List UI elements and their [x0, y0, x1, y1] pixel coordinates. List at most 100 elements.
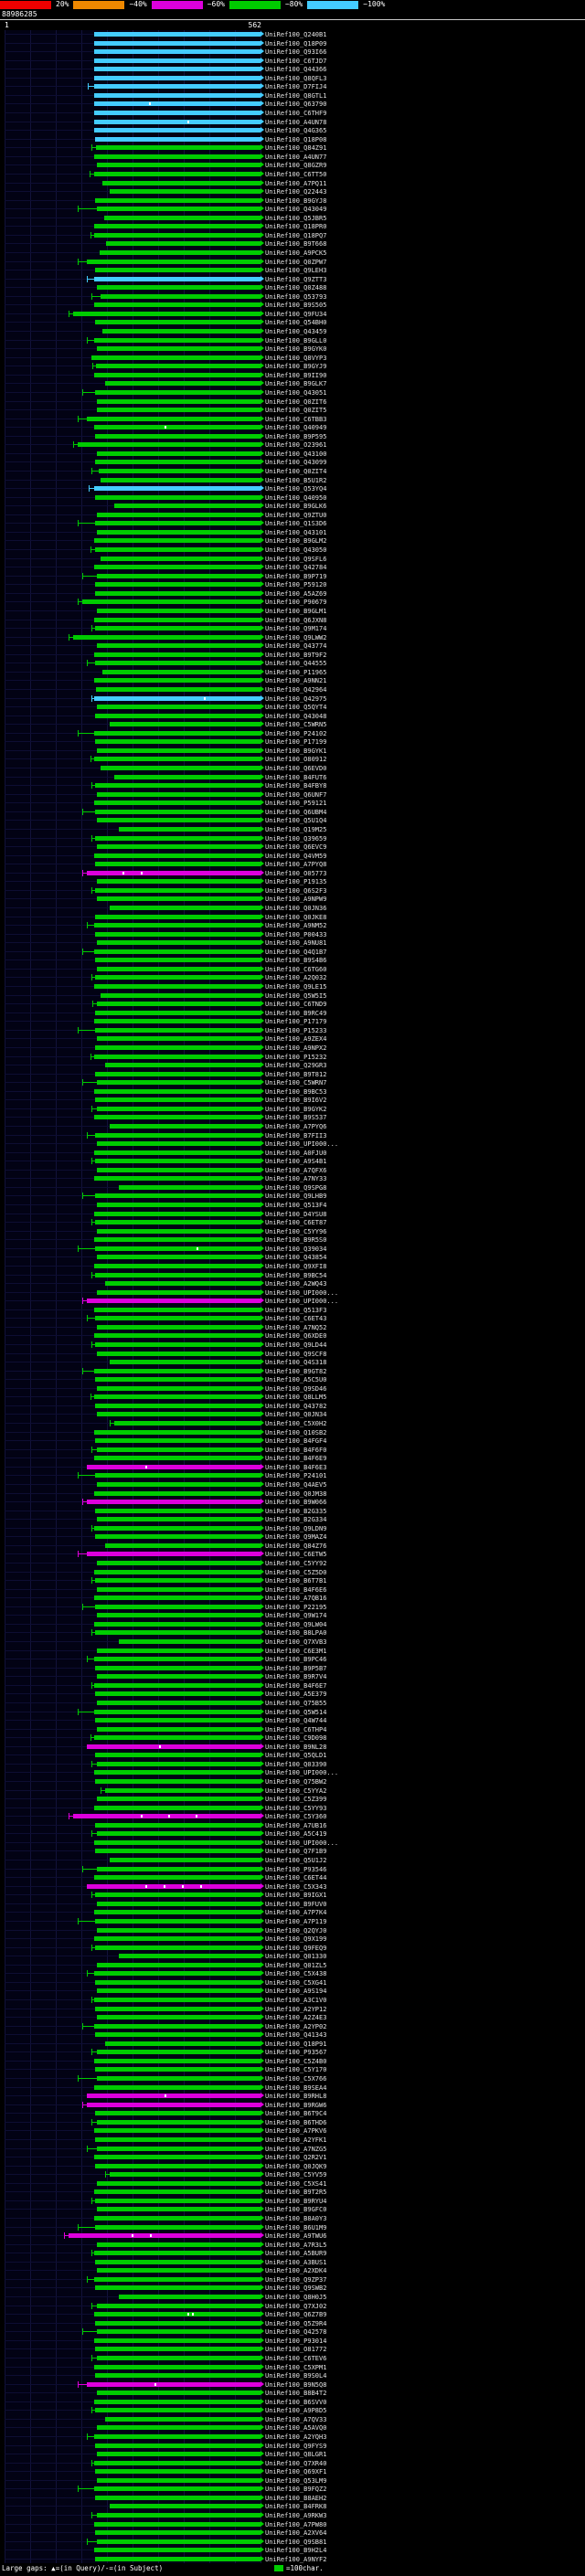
- hit-bar[interactable]: [103, 215, 261, 220]
- hit-label[interactable]: UniRef100_C6ET44: [265, 1874, 327, 1882]
- hit-label[interactable]: UniRef100_Q9LHB9: [265, 1193, 327, 1201]
- hit-bar[interactable]: [109, 722, 261, 727]
- hit-bar[interactable]: [96, 1141, 261, 1147]
- hit-label[interactable]: UniRef100_B4F6E7: [265, 1681, 327, 1690]
- hit-label[interactable]: UniRef100_Q513F3: [265, 1306, 327, 1314]
- hit-label[interactable]: UniRef100_B4F6E9: [265, 1455, 327, 1463]
- hit-bar[interactable]: [96, 643, 261, 649]
- hit-bar[interactable]: [94, 626, 261, 631]
- hit-label[interactable]: UniRef100_C6TND9: [265, 1001, 327, 1009]
- hit-bar[interactable]: [93, 757, 261, 762]
- hit-bar[interactable]: [96, 1586, 261, 1592]
- hit-label[interactable]: UniRef100_A5BUR9: [265, 2250, 327, 2258]
- hit-label[interactable]: UniRef100_Q9FEQ9: [265, 1944, 327, 1952]
- hit-label[interactable]: UniRef100_C6E3M1: [265, 1647, 327, 1655]
- hit-bar[interactable]: [94, 2163, 261, 2168]
- hit-label[interactable]: UniRef100_Q43459: [265, 328, 327, 336]
- hit-label[interactable]: UniRef100_B4FBY8: [265, 782, 327, 790]
- hit-label[interactable]: UniRef100_A9NPX2: [265, 1044, 327, 1052]
- hit-bar[interactable]: [95, 364, 261, 369]
- hit-label[interactable]: UniRef100_Q43051: [265, 388, 327, 397]
- hit-bar[interactable]: [93, 101, 261, 107]
- hit-label[interactable]: UniRef100_Q22443: [265, 188, 327, 196]
- hit-bar[interactable]: [94, 1665, 261, 1670]
- hit-bar[interactable]: [94, 433, 261, 439]
- hit-bar[interactable]: [94, 1377, 261, 1383]
- hit-label[interactable]: UniRef100_B9S537: [265, 1114, 327, 1122]
- hit-label[interactable]: UniRef100_A9P8D5: [265, 2407, 327, 2415]
- hit-label[interactable]: UniRef100_B4FUT6: [265, 773, 327, 781]
- hit-label[interactable]: UniRef100_Q0JQK9: [265, 2162, 327, 2170]
- hit-label[interactable]: UniRef100_B6SVV0: [265, 2398, 327, 2406]
- hit-label[interactable]: UniRef100_Q19M25: [265, 825, 327, 833]
- hit-label[interactable]: UniRef100_B9I6V2: [265, 1097, 327, 1105]
- hit-label[interactable]: UniRef100_Q9SD46: [265, 1384, 327, 1393]
- hit-bar[interactable]: [93, 1333, 261, 1339]
- hit-bar[interactable]: [96, 2146, 261, 2151]
- hit-label[interactable]: UniRef100_A2XV64: [265, 2529, 327, 2538]
- hit-label[interactable]: UniRef100_Q5QYT4: [265, 704, 327, 712]
- hit-bar[interactable]: [96, 1080, 261, 1086]
- hit-bar[interactable]: [109, 906, 261, 910]
- hit-label[interactable]: UniRef100_B4FGF4: [265, 1437, 327, 1446]
- hit-label[interactable]: UniRef100_Q01330: [265, 1953, 327, 1961]
- hit-label[interactable]: UniRef100_Q6S2F3: [265, 886, 327, 895]
- hit-label[interactable]: UniRef100_B9GLL0: [265, 336, 327, 345]
- hit-bar[interactable]: [96, 207, 261, 212]
- hit-label[interactable]: UniRef100_Q0ZPW7: [265, 258, 327, 266]
- hit-label[interactable]: UniRef100_P93546: [265, 1865, 327, 1873]
- hit-bar[interactable]: [94, 809, 261, 814]
- hit-label[interactable]: UniRef100_B9S505: [265, 302, 327, 310]
- hit-label[interactable]: UniRef100_Q42784: [265, 564, 327, 572]
- hit-label[interactable]: UniRef100_B8LPA0: [265, 1629, 327, 1638]
- hit-label[interactable]: UniRef100_Q44366: [265, 66, 327, 74]
- hit-label[interactable]: UniRef100_Q9LD44: [265, 1341, 327, 1349]
- hit-label[interactable]: UniRef100_D7FIJ4: [265, 83, 327, 91]
- hit-bar[interactable]: [96, 512, 261, 517]
- hit-bar[interactable]: [96, 1561, 261, 1565]
- hit-label[interactable]: UniRef100_B9N5Q8: [265, 2380, 327, 2389]
- hit-bar[interactable]: [94, 1979, 261, 1985]
- hit-label[interactable]: UniRef100_Q0JN36: [265, 905, 327, 912]
- hit-label[interactable]: UniRef100_Q42975: [265, 694, 327, 703]
- hit-label[interactable]: UniRef100_B9GYK1: [265, 747, 327, 755]
- hit-label[interactable]: UniRef100_B9GLM1: [265, 607, 327, 615]
- hit-label[interactable]: UniRef100_Q63790: [265, 101, 327, 109]
- hit-label[interactable]: UniRef100_C5Y170: [265, 2066, 327, 2074]
- hit-bar[interactable]: [104, 2416, 261, 2422]
- hit-label[interactable]: UniRef100_B9GLK6: [265, 503, 327, 511]
- hit-bar[interactable]: [93, 1936, 261, 1942]
- hit-bar[interactable]: [94, 835, 261, 841]
- hit-label[interactable]: UniRef100_Q9MAZ4: [265, 1533, 327, 1542]
- hit-label[interactable]: UniRef100_Q54BH0: [265, 319, 327, 327]
- hit-label[interactable]: UniRef100_C5X343: [265, 1882, 327, 1891]
- hit-bar[interactable]: [93, 2084, 261, 2090]
- hit-label[interactable]: UniRef100_C5XG41: [265, 1978, 327, 1987]
- hit-label[interactable]: UniRef100_Q4Q1B7: [265, 948, 327, 956]
- hit-label[interactable]: UniRef100_P15232: [265, 1053, 327, 1061]
- hit-bar[interactable]: [94, 1473, 261, 1479]
- hit-label[interactable]: UniRef100_B9GLM2: [265, 537, 327, 546]
- hit-bar[interactable]: [94, 1132, 261, 1138]
- hit-label[interactable]: UniRef100_B8B4T2: [265, 2390, 327, 2398]
- hit-bar[interactable]: [94, 2224, 261, 2230]
- hit-bar[interactable]: [86, 416, 261, 421]
- hit-bar[interactable]: [94, 1578, 261, 1584]
- hit-bar[interactable]: [104, 1063, 261, 1068]
- hit-bar[interactable]: [96, 844, 261, 850]
- hit-bar[interactable]: [86, 870, 261, 875]
- hit-label[interactable]: UniRef100_Q42964: [265, 686, 327, 694]
- hit-bar[interactable]: [96, 573, 261, 578]
- hit-bar[interactable]: [93, 486, 261, 492]
- hit-label[interactable]: UniRef100_C6ET87: [265, 1219, 327, 1227]
- hit-label[interactable]: UniRef100_A9NPW9: [265, 896, 327, 904]
- hit-label[interactable]: UniRef100_B9T668: [265, 240, 327, 249]
- hit-bar[interactable]: [94, 2006, 261, 2011]
- hit-bar[interactable]: [96, 2050, 261, 2055]
- hit-bar[interactable]: [113, 1421, 261, 1426]
- hit-label[interactable]: UniRef100_Q93I66: [265, 48, 327, 57]
- hit-bar[interactable]: [94, 1534, 261, 1540]
- hit-label[interactable]: UniRef100_C5X438: [265, 1970, 327, 1978]
- hit-label[interactable]: UniRef100_C5YYA2: [265, 1786, 327, 1795]
- hit-bar[interactable]: [94, 1071, 261, 1076]
